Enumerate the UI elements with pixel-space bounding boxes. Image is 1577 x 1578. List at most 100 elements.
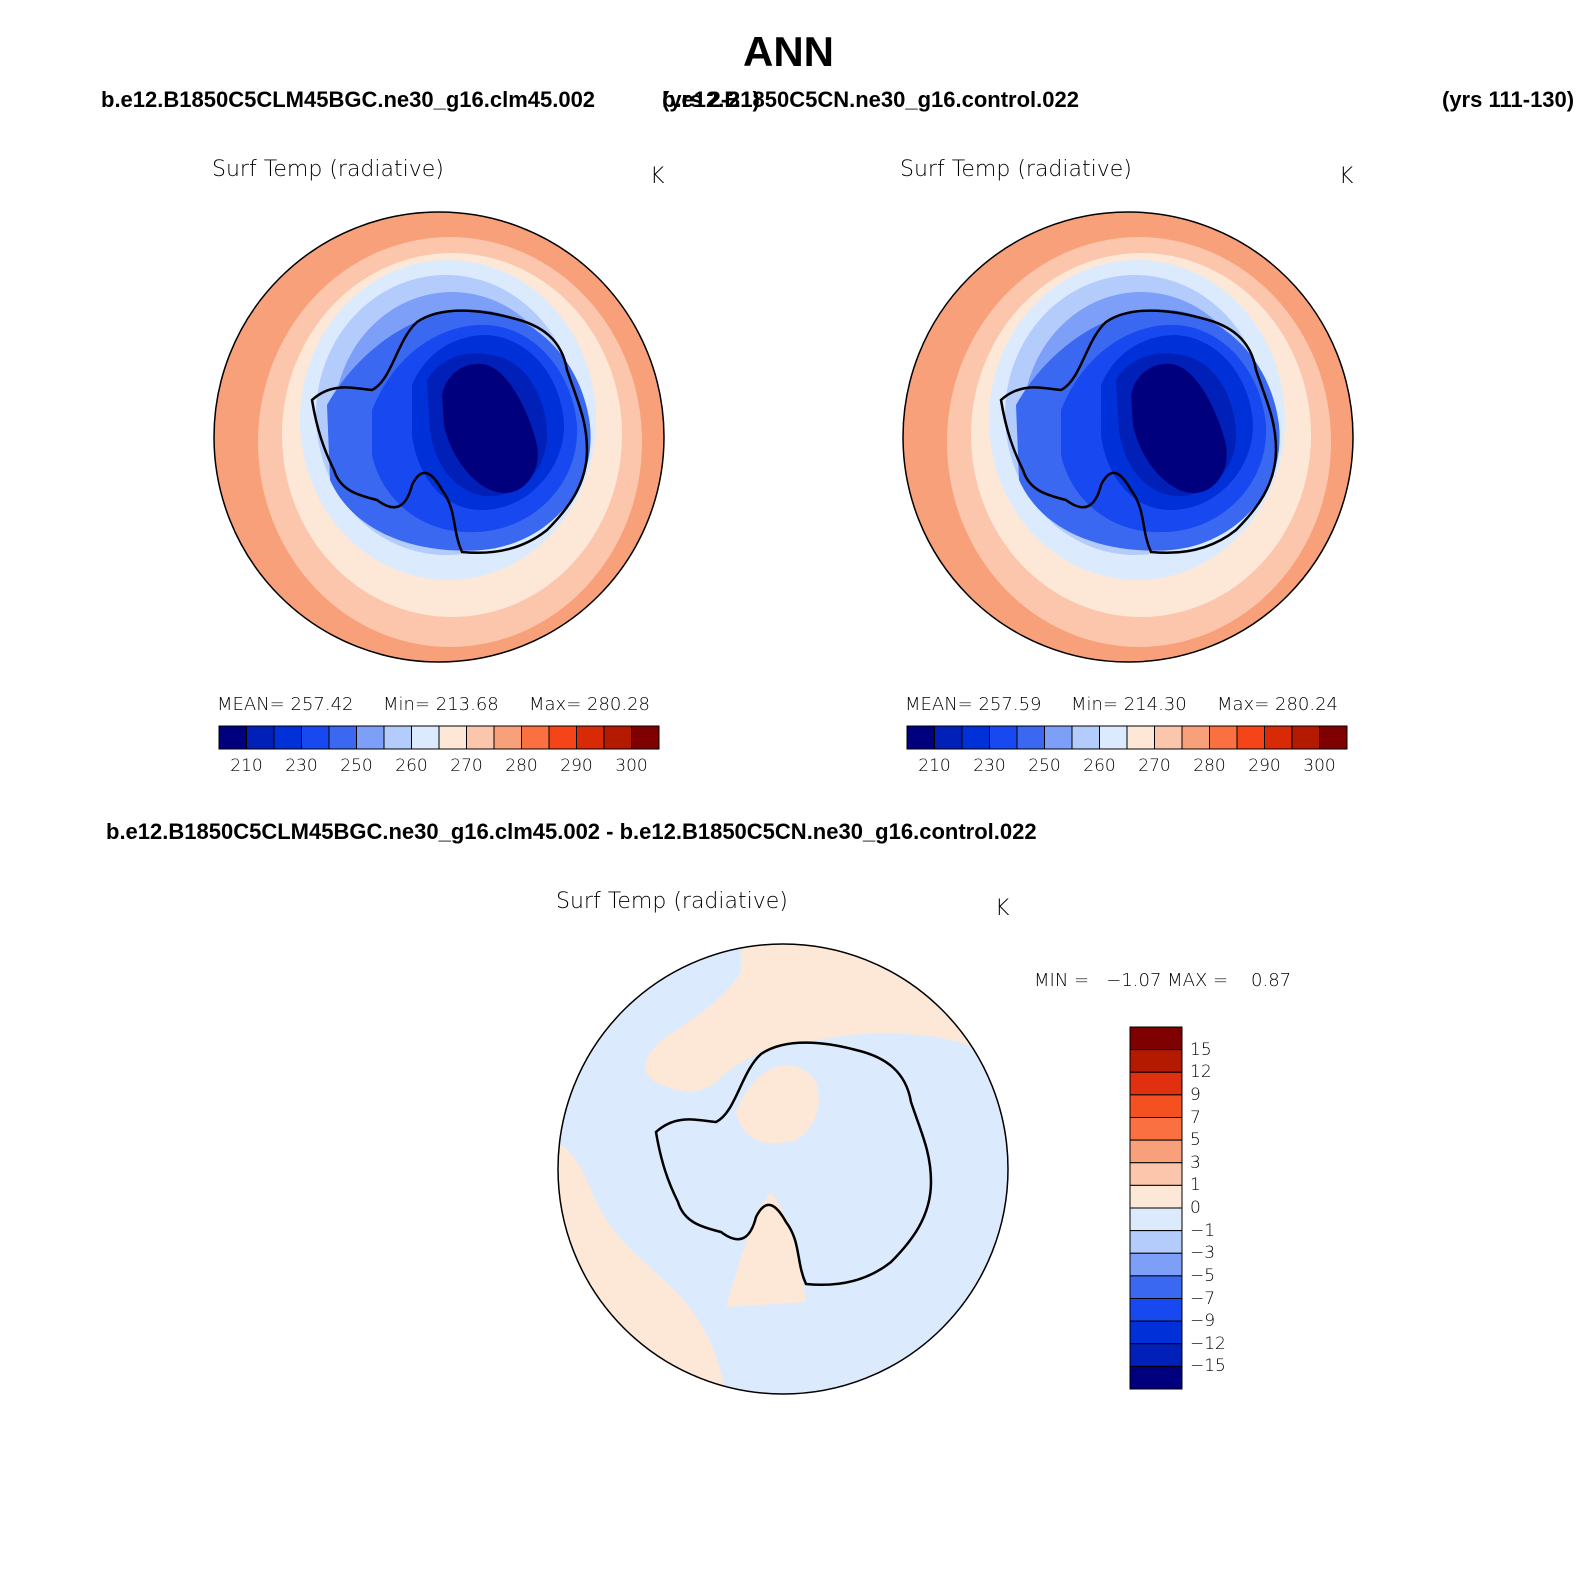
colorbar-tick-label: 300 (615, 756, 648, 776)
colorbar-tick-label: −7 (1190, 1288, 1216, 1309)
colorbar-tick-label: 280 (1193, 756, 1226, 776)
colorbar-swatch (1126, 725, 1155, 750)
units-left: K (650, 164, 665, 189)
colorbar-swatch (548, 725, 577, 750)
case-label-left: b.e12.B1850C5CLM45BGC.ne30_g16.clm45.002 (101, 87, 596, 112)
colorbar-swatch (466, 725, 495, 750)
page-title: ANN (743, 28, 834, 75)
colorbar-swatch (1129, 1094, 1183, 1118)
colorbar-swatch (1044, 725, 1073, 750)
colorbar-tick-label: −5 (1190, 1265, 1216, 1286)
polar-map-left (213, 211, 665, 663)
colorbar-tick-label: 0 (1190, 1198, 1201, 1218)
units-diff: K (995, 896, 1010, 921)
colorbar-tick-label: −12 (1190, 1333, 1226, 1354)
colorbar-swatch (1129, 1320, 1183, 1345)
colorbar-tick-label: 280 (505, 756, 538, 776)
colorbar-left (218, 725, 660, 750)
colorbar-swatch (1236, 725, 1265, 750)
colorbar-swatch (1154, 725, 1183, 750)
map-border (213, 211, 665, 663)
colorbar-tick-label: 230 (285, 756, 318, 776)
colorbar-swatch (1319, 725, 1348, 750)
colorbar-difference (1129, 1026, 1183, 1390)
colorbar-swatch (521, 725, 550, 750)
case-label-right: b.e12.B1850C5CN.ne30_g16.control.022 (662, 87, 1079, 112)
colorbar-tick-label: −3 (1190, 1243, 1216, 1264)
colorbar-swatch (493, 725, 522, 750)
colorbar-tick-label: 250 (340, 756, 373, 776)
colorbar-swatch (961, 725, 990, 750)
colorbar-tick-label: −15 (1190, 1356, 1226, 1377)
colorbar-swatch (383, 725, 412, 750)
colorbar-swatch (1129, 1365, 1183, 1390)
colorbar-swatch (576, 725, 605, 750)
colorbar-tick-label: 1 (1190, 1175, 1201, 1196)
colorbar-tick-label: 3 (1190, 1152, 1201, 1173)
colorbar-swatch (603, 725, 632, 750)
colorbar-ticks-difference: 15 12 9 7 5 3 1 0 −1 −3 −5 −7 −9 −12 −15 (1190, 1027, 1250, 1389)
colorbar-swatch (1129, 1184, 1183, 1209)
colorbar-tick-label: 15 (1190, 1039, 1212, 1060)
units-right: K (1339, 164, 1354, 189)
polar-map-difference (557, 943, 1009, 1395)
colorbar-swatch (1129, 1162, 1183, 1186)
colorbar-swatch (1129, 1139, 1183, 1164)
difference-case-label: b.e12.B1850C5CLM45BGC.ne30_g16.clm45.002… (106, 819, 1037, 844)
colorbar-swatch (438, 725, 467, 750)
colorbar-tick-label: 230 (973, 756, 1006, 776)
colorbar-swatch (631, 725, 660, 750)
colorbar-tick-label: 250 (1028, 756, 1061, 776)
colorbar-swatch (1016, 725, 1045, 750)
cold-core (442, 363, 538, 494)
colorbar-swatch (218, 725, 247, 750)
antarctic-coastline (999, 309, 1278, 555)
colorbar-swatch (1181, 725, 1210, 750)
colorbar-swatch (301, 725, 330, 750)
colorbar-tick-label: 210 (918, 756, 951, 776)
colorbar-tick-label: 300 (1303, 756, 1336, 776)
max-stat-left: Max= 280.28 (529, 694, 650, 715)
colorbar-ticks-left: 210 230 250 260 270 280 290 300 (219, 756, 659, 778)
colorbar-tick-label: 260 (1083, 756, 1116, 776)
colorbar-swatch (1129, 1071, 1183, 1096)
colorbar-tick-label: 270 (1138, 756, 1171, 776)
colorbar-swatch (356, 725, 385, 750)
colorbar-swatch (989, 725, 1018, 750)
colorbar-swatch (1129, 1026, 1183, 1051)
colorbar-tick-label: 9 (1190, 1084, 1201, 1105)
colorbar-tick-label: 290 (1248, 756, 1281, 776)
colorbar-swatch (246, 725, 275, 750)
colorbar-swatch (411, 725, 440, 750)
years-label-left: (yrs 2-21) (662, 87, 760, 112)
colorbar-tick-label: 260 (395, 756, 428, 776)
colorbar-swatch (1129, 1230, 1183, 1254)
colorbar-ticks-right: 210 230 250 260 270 280 290 300 (907, 756, 1347, 778)
colorbar-tick-label: 7 (1190, 1107, 1201, 1128)
colorbar-swatch (1071, 725, 1100, 750)
colorbar-swatch (1129, 1275, 1183, 1299)
colorbar-tick-label: −9 (1190, 1311, 1216, 1332)
colorbar-swatch (1291, 725, 1320, 750)
variable-title-left: Surf Temp (radiative) (212, 157, 444, 182)
mean-stat-right: MEAN= 257.59 (905, 694, 1042, 715)
min-stat-right: Min= 214.30 (1071, 694, 1187, 715)
colorbar-swatch (934, 725, 963, 750)
years-label-right: (yrs 111-130) (1442, 87, 1575, 112)
colorbar-swatch (273, 725, 302, 750)
mean-stat-left: MEAN= 257.42 (217, 694, 354, 715)
colorbar-right (906, 725, 1348, 750)
colorbar-swatch (1129, 1298, 1183, 1322)
cold-core (1131, 363, 1227, 494)
antarctic-coastline (654, 1041, 933, 1287)
colorbar-swatch (1129, 1343, 1183, 1367)
polar-map-right (902, 211, 1354, 663)
colorbar-tick-label: 270 (450, 756, 483, 776)
colorbar-swatch (1129, 1252, 1183, 1277)
colorbar-tick-label: 210 (230, 756, 263, 776)
variable-title-diff: Surf Temp (radiative) (556, 889, 788, 914)
colorbar-tick-label: −1 (1190, 1220, 1216, 1241)
map-border (557, 943, 1009, 1395)
colorbar-tick-label: 5 (1190, 1130, 1201, 1151)
diff-min-max: MIN = −1.07 MAX = 0.87 (1034, 970, 1292, 991)
